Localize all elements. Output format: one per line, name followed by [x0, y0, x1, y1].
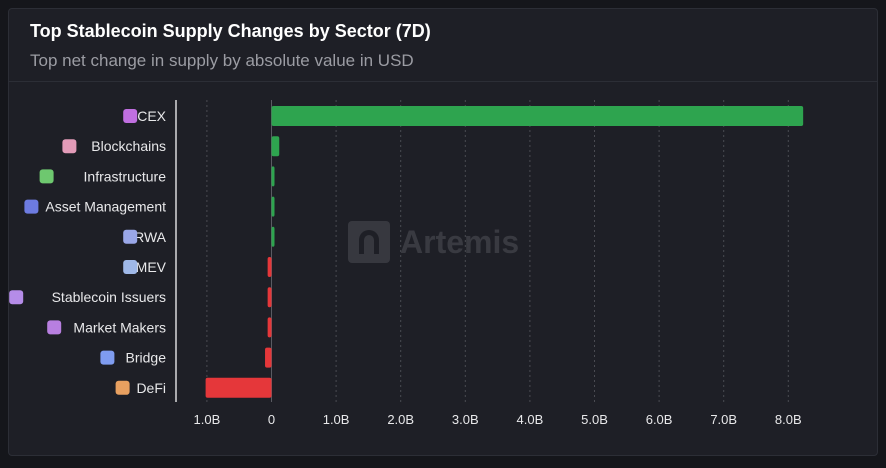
bridge-icon: [100, 350, 115, 365]
bank-icon: [123, 109, 138, 123]
bar-mev: [267, 257, 272, 277]
defi-icon: [115, 380, 130, 395]
category-label: Infrastructure: [84, 168, 167, 184]
building-icon: [39, 169, 54, 184]
category-label: RWA: [134, 229, 167, 245]
bank-icon: [47, 320, 62, 335]
x-tick-label: 8.0B: [775, 412, 802, 427]
bar-defi: [205, 377, 272, 398]
chart-icon: [123, 229, 138, 244]
bar-bridge: [265, 347, 272, 368]
cube-icon: [62, 139, 77, 154]
x-tick-label: 3.0B: [452, 412, 479, 427]
x-tick-label: 4.0B: [517, 412, 544, 427]
category-label: CEX: [137, 108, 166, 124]
x-tick-label: 0: [268, 412, 275, 427]
chart-card: Top Stablecoin Supply Changes by Sector …: [8, 8, 878, 456]
category-label: Market Makers: [73, 319, 166, 335]
watermark-text: Artemis: [400, 223, 520, 260]
x-tick-label: 2.0B: [387, 412, 414, 427]
chart-title: Top Stablecoin Supply Changes by Sector …: [30, 21, 431, 41]
bar-market-makers: [267, 317, 272, 338]
category-label: MEV: [136, 259, 167, 275]
bar-asset-management: [271, 196, 275, 217]
bar-blockchains: [271, 136, 280, 157]
bar-infrastructure: [271, 166, 275, 187]
x-tick-label: 5.0B: [581, 412, 608, 427]
category-label: Bridge: [126, 350, 167, 366]
artemis-logo-icon: [348, 221, 390, 263]
bar-cex: [271, 106, 804, 126]
lightning-icon: [123, 260, 138, 274]
category-label: Stablecoin Issuers: [52, 289, 166, 305]
bar-rwa: [271, 226, 275, 247]
chart-subtitle: Top net change in supply by absolute val…: [30, 51, 414, 70]
x-tick-label: 1.0B: [323, 412, 350, 427]
x-tick-label: 6.0B: [646, 412, 673, 427]
x-tick-label: 7.0B: [710, 412, 737, 427]
category-label: Asset Management: [45, 199, 166, 215]
coin-icon: [9, 290, 24, 305]
artemis-watermark: Artemis: [348, 221, 519, 263]
x-tick-label: 1.0B: [194, 412, 221, 427]
chart-header: Top Stablecoin Supply Changes by Sector …: [9, 9, 877, 82]
category-label: DeFi: [136, 380, 166, 396]
category-label: Blockchains: [91, 138, 166, 154]
piggy-bank-icon: [24, 199, 39, 214]
bar-stablecoin-issuers: [267, 287, 272, 308]
